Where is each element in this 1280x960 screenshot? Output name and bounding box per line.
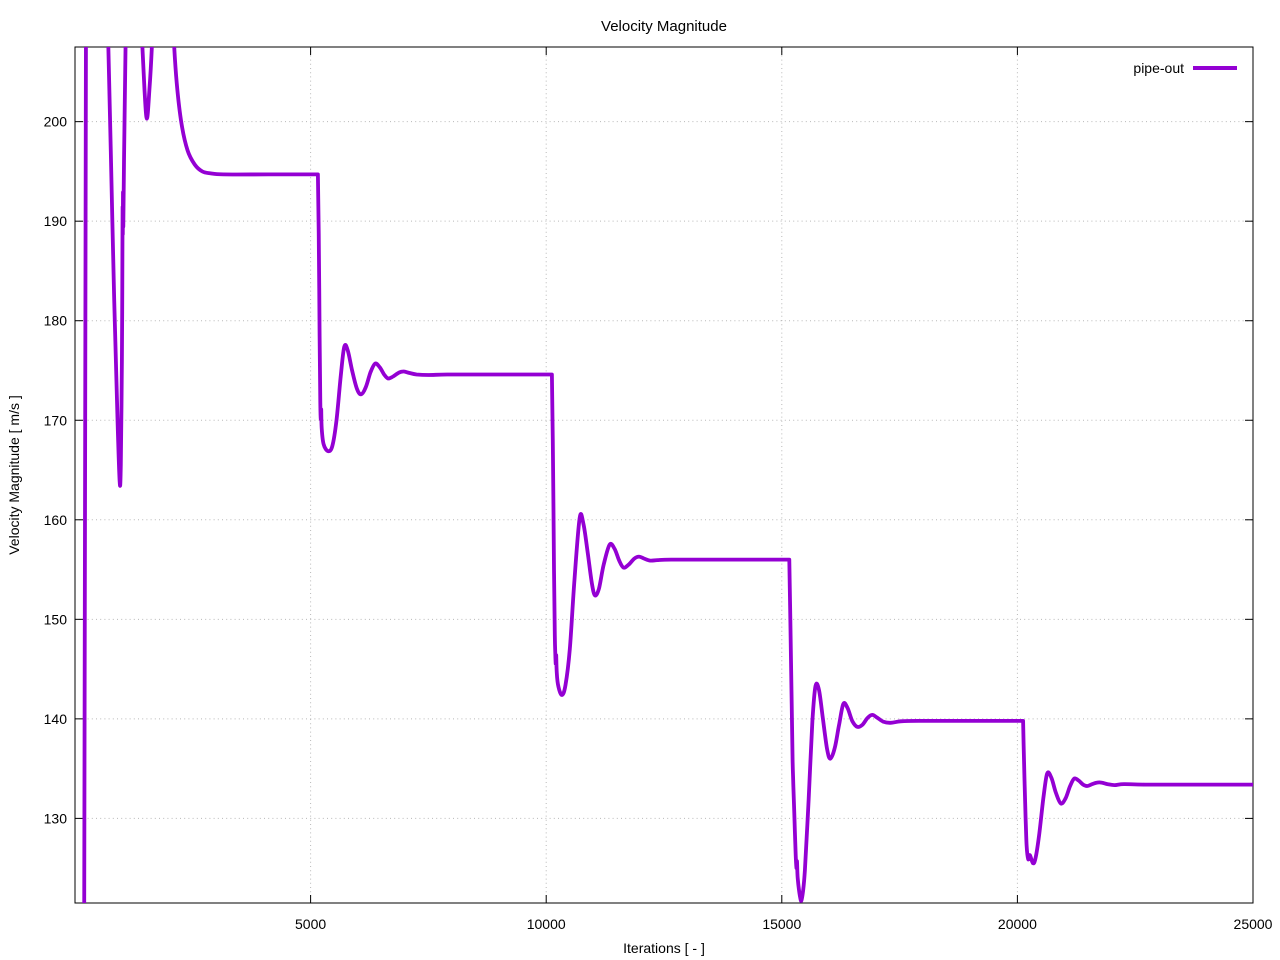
y-tick-label: 200 bbox=[44, 114, 68, 130]
chart-title: Velocity Magnitude bbox=[601, 18, 727, 35]
y-tick-label: 150 bbox=[44, 611, 68, 627]
y-tick-label: 160 bbox=[44, 512, 68, 528]
y-axis-title: Velocity Magnitude [ m/s ] bbox=[6, 395, 22, 555]
y-tick-label: 140 bbox=[44, 711, 68, 727]
x-axis-title: Iterations [ - ] bbox=[623, 940, 705, 956]
y-tick-label: 180 bbox=[44, 313, 68, 329]
x-tick-label: 10000 bbox=[527, 916, 566, 932]
y-tick-label: 130 bbox=[44, 810, 68, 826]
x-tick-label: 15000 bbox=[762, 916, 801, 932]
y-tick-label: 190 bbox=[44, 213, 68, 229]
x-tick-label: 25000 bbox=[1234, 916, 1273, 932]
x-tick-label: 5000 bbox=[295, 916, 326, 932]
legend-label-pipe-out: pipe-out bbox=[1133, 60, 1184, 76]
y-tick-label: 170 bbox=[44, 412, 68, 428]
legend-line-swatch bbox=[1193, 66, 1237, 70]
x-tick-label: 20000 bbox=[998, 916, 1037, 932]
series-line-pipe-out bbox=[82, 47, 1253, 903]
plot-border bbox=[74, 46, 1254, 904]
legend: pipe-out bbox=[1133, 60, 1237, 76]
